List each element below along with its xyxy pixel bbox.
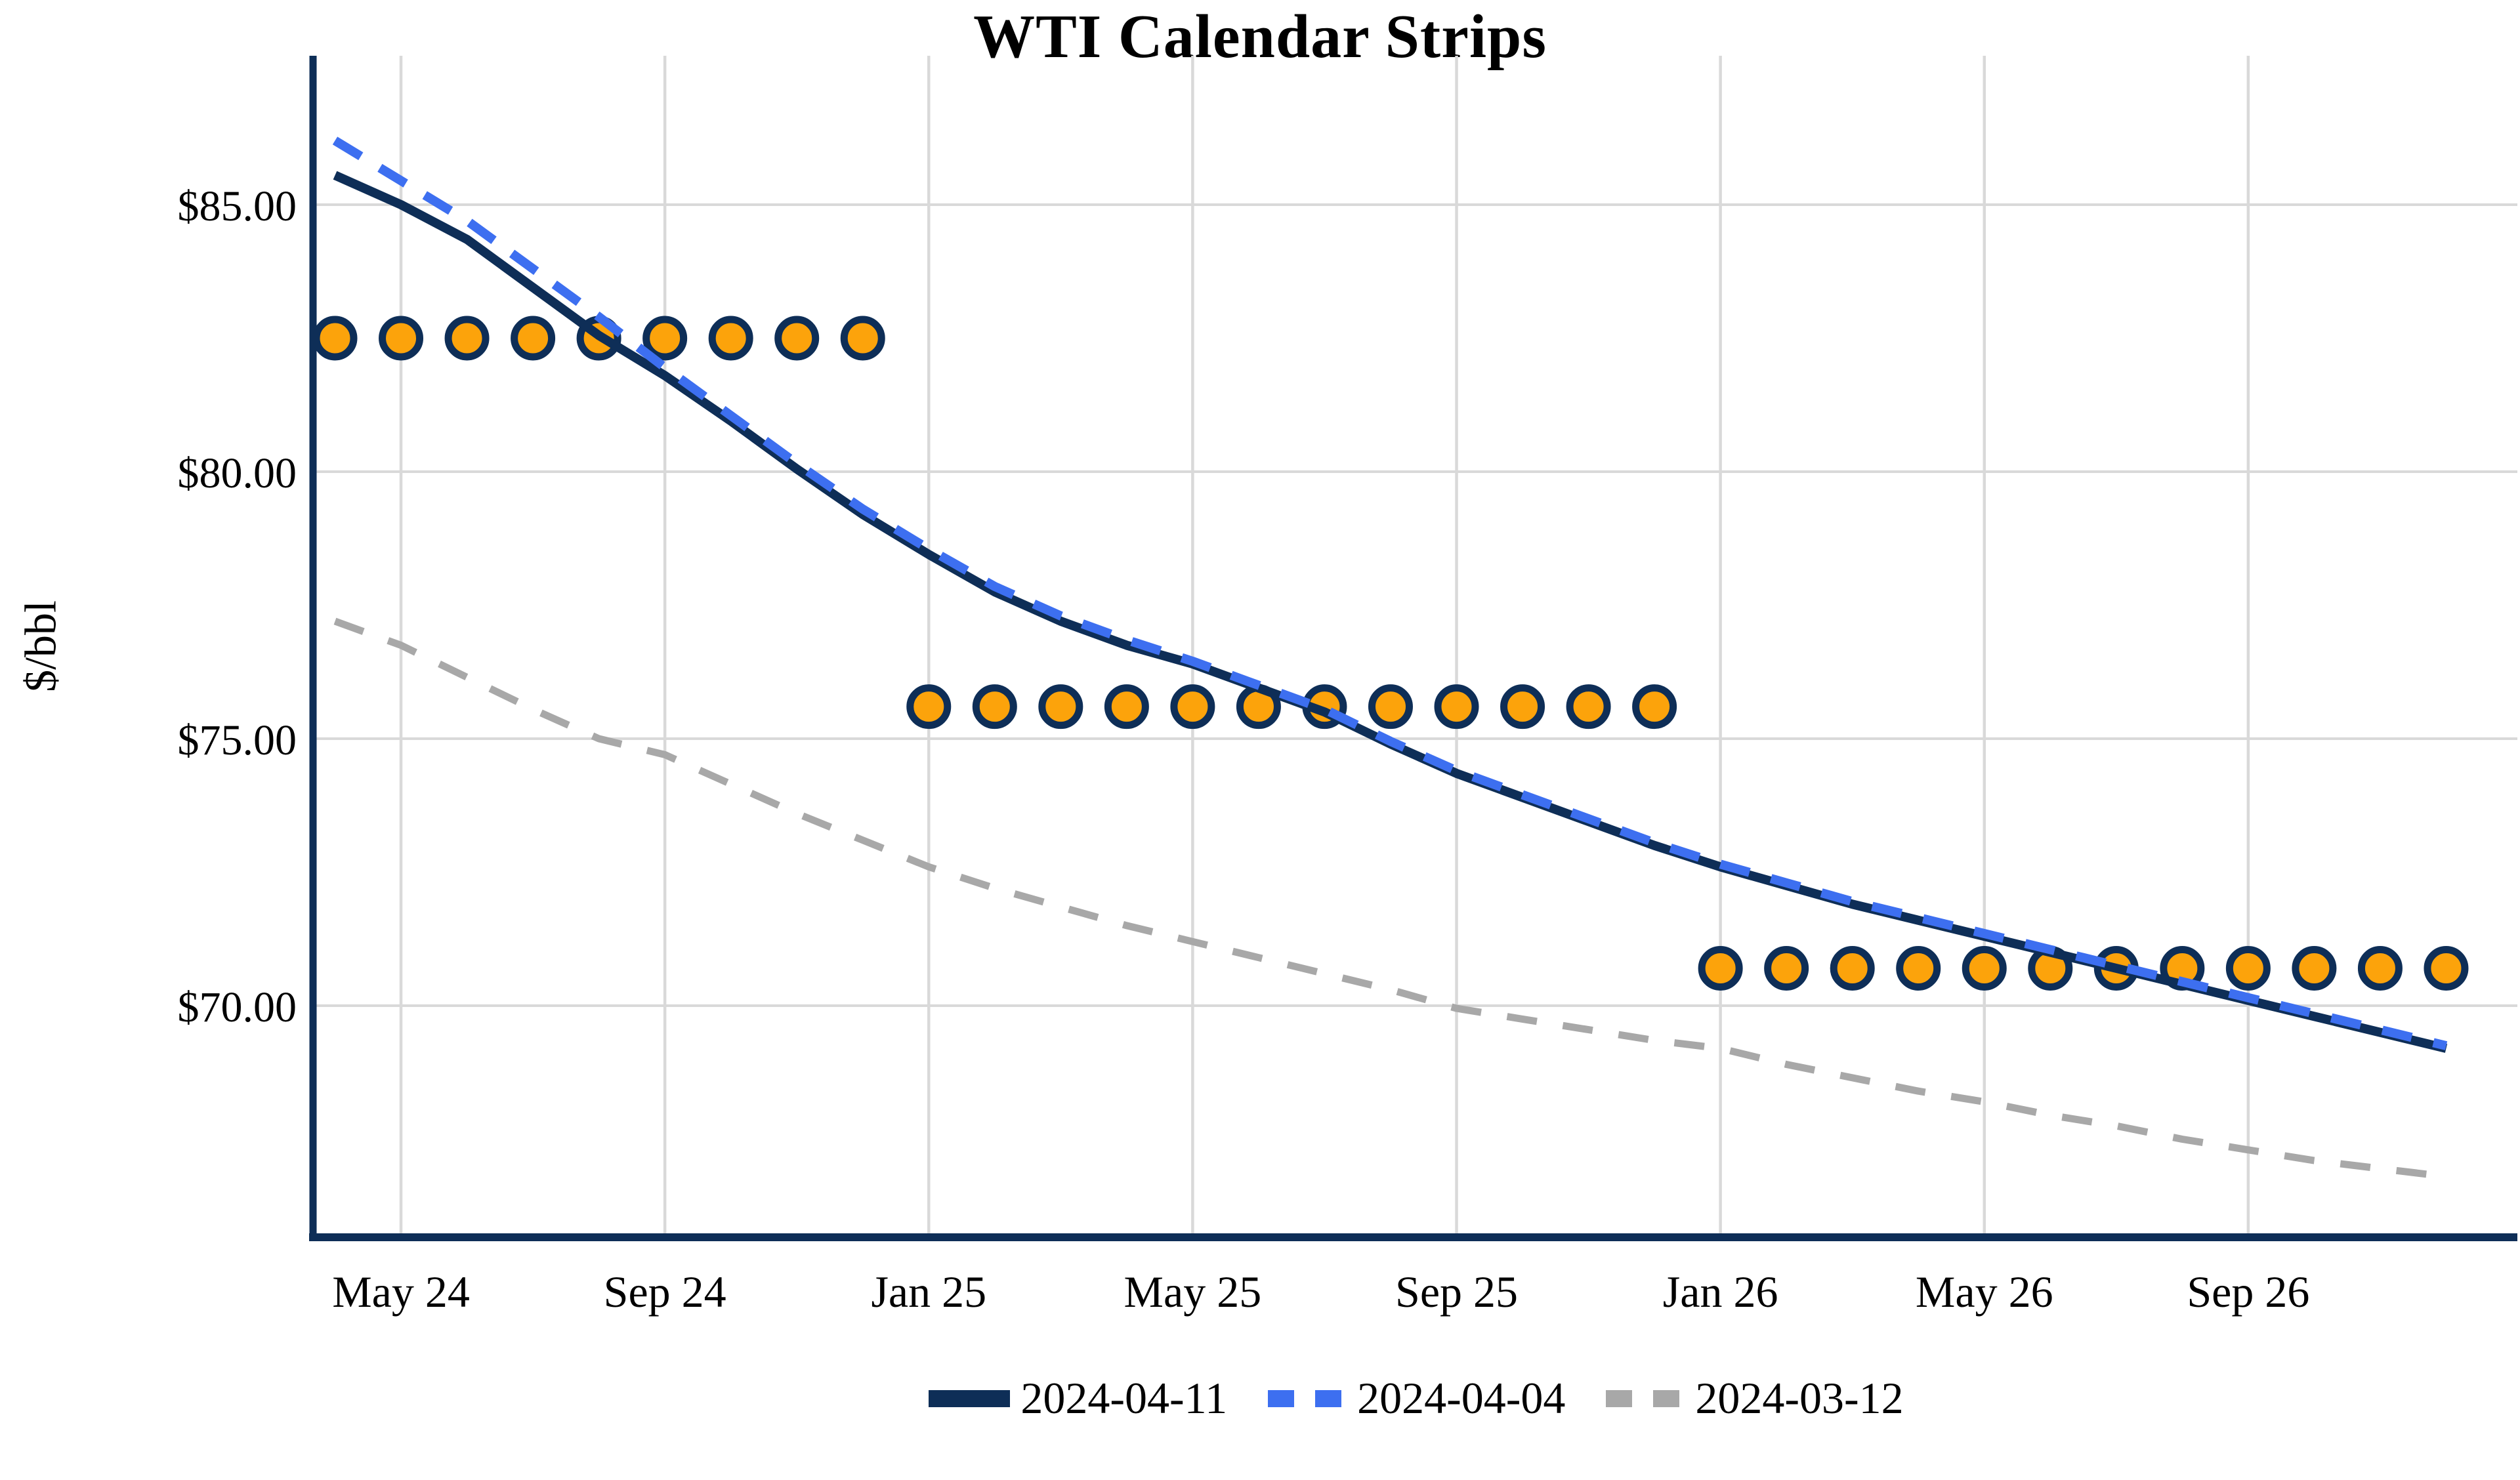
- strip-marker-jan-25: [1500, 684, 1545, 730]
- legend-label: 2024-04-04: [1357, 1373, 1566, 1423]
- legend-label: 2024-04-11: [1020, 1373, 1228, 1423]
- x-tick-label: Jan 25: [871, 1267, 986, 1317]
- strip-marker-jan-26: [1698, 946, 1743, 991]
- x-tick-label: Jan 26: [1663, 1267, 1778, 1317]
- strip-marker-jan-25: [1104, 684, 1149, 730]
- y-tick-label: $80.00: [178, 449, 297, 497]
- legend-item-2024-04-04: 2024-04-04: [1263, 1372, 1565, 1424]
- strip-marker-jan-25: [906, 684, 952, 730]
- strip-marker-jan-26: [1764, 946, 1809, 991]
- strip-marker-jan-25: [1434, 684, 1479, 730]
- y-tick-label: $70.00: [178, 983, 297, 1031]
- legend-item-2024-03-12: 2024-03-12: [1601, 1372, 1904, 1424]
- x-tick-label: Sep 26: [2187, 1267, 2309, 1317]
- strip-marker-apr-24: [840, 316, 885, 361]
- series-line-2024-04-04: [332, 136, 2448, 1050]
- strip-marker-jan-26: [2225, 946, 2271, 991]
- x-tick-label: May 24: [332, 1267, 470, 1317]
- y-tick-label: $75.00: [178, 716, 297, 764]
- strip-marker-jan-25: [1566, 684, 1611, 730]
- strip-marker-jan-26: [1830, 946, 1875, 991]
- x-tick-label: May 25: [1124, 1267, 1262, 1317]
- x-tick-label: Sep 25: [1395, 1267, 1518, 1317]
- legend-swatch-dashed-line: [1606, 1389, 1685, 1407]
- strip-marker-jan-26: [2424, 946, 2469, 991]
- legend-swatch-solid-line: [929, 1389, 1011, 1407]
- legend-item-2024-04-11: 2024-04-11: [926, 1372, 1227, 1424]
- y-tick-label: $85.00: [178, 182, 297, 230]
- strip-marker-apr-24: [312, 316, 358, 361]
- strip-marker-jan-26: [2357, 946, 2403, 991]
- legend-label: 2024-03-12: [1695, 1373, 1904, 1423]
- strip-marker-jan-25: [1170, 684, 1215, 730]
- legend-swatch-dashed-line: [1268, 1389, 1347, 1407]
- x-tick-label: Sep 24: [604, 1267, 726, 1317]
- x-tick-label: May 26: [1916, 1267, 2053, 1317]
- strip-marker-apr-24: [774, 316, 820, 361]
- strip-marker-apr-24: [708, 316, 753, 361]
- strip-marker-jan-26: [1896, 946, 1941, 991]
- strip-marker-jan-26: [1962, 946, 2007, 991]
- legend: 2024-04-11 2024-04-04 2024-03-12: [0, 1372, 2520, 1424]
- strip-marker-apr-24: [511, 316, 556, 361]
- strip-marker-apr-24: [379, 316, 424, 361]
- strip-marker-jan-26: [2292, 946, 2337, 991]
- strip-marker-jan-25: [1038, 684, 1083, 730]
- strip-marker-jan-25: [1632, 684, 1677, 730]
- strip-marker-jan-25: [972, 684, 1017, 730]
- strip-marker-apr-24: [642, 316, 688, 361]
- strip-marker-jan-25: [1368, 684, 1413, 730]
- strip-marker-apr-24: [444, 316, 490, 361]
- chart-title: WTI Calendar Strips: [973, 3, 1547, 71]
- series-line-2024-04-11: [333, 171, 2448, 1053]
